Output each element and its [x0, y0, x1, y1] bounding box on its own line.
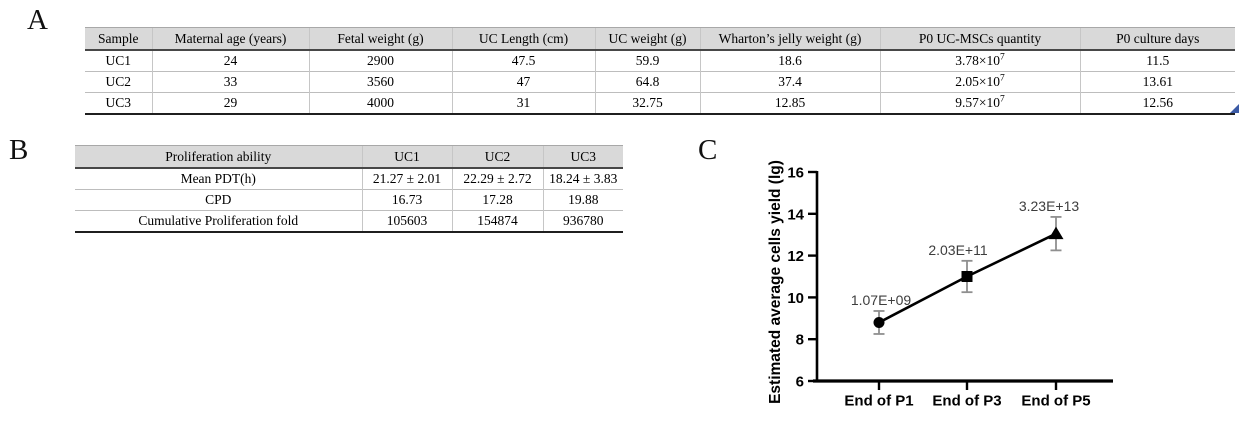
table-header-row: Sample Maternal age (years) Fetal weight…: [85, 27, 1235, 51]
table-cell: 9.57×107: [879, 92, 1080, 115]
table-cell: 12.85: [699, 92, 880, 115]
table-cell: UC2: [85, 71, 152, 93]
y-tick-label: 16: [787, 165, 804, 182]
table-cell: 4000: [308, 92, 452, 115]
x-category-label: End of P3: [932, 393, 1001, 410]
table-cell: CPD: [75, 189, 362, 211]
table-cell: UC3: [85, 92, 152, 115]
y-tick-label: 14: [787, 206, 804, 223]
table-cell: 154874: [451, 210, 543, 233]
table-cell: 13.61: [1079, 71, 1235, 93]
table-header-row: Proliferation ability UC1 UC2 UC3: [75, 145, 623, 169]
table-cell: Mean PDT(h): [180, 171, 256, 186]
column-header: Fetal weight (g): [308, 27, 452, 51]
point-value-label: 2.03E+11: [928, 242, 988, 258]
table-cell: 12.56: [1079, 92, 1235, 115]
table-cell: 47: [451, 71, 595, 93]
table-cell: 17.28: [451, 189, 543, 211]
table-cell: 22.29 ± 2.72: [451, 168, 543, 190]
column-header: UC1: [361, 145, 452, 169]
data-point-triangle: [1048, 226, 1064, 240]
table-resize-handle[interactable]: [1230, 104, 1239, 113]
uc-samples-table: Sample Maternal age (years) Fetal weight…: [85, 27, 1235, 115]
table-cell: 64.8: [594, 71, 700, 93]
data-point-square: [961, 271, 973, 282]
table-cell: 3.78×107: [879, 50, 1080, 72]
table-cell: 2900: [308, 50, 452, 72]
table-row: UC3 29 4000 31 32.75 12.85 9.57×107 12.5…: [85, 92, 1235, 115]
column-header: P0 culture days: [1079, 27, 1235, 51]
x-category-label: End of P5: [1021, 393, 1090, 410]
column-header: Maternal age (years): [151, 27, 309, 51]
table-cell: Cumulative Proliferation fold: [75, 210, 362, 233]
panel-b-label: B: [9, 134, 29, 166]
table-cell: 18.24 ± 3.83: [542, 168, 623, 190]
proliferation-table: Proliferation ability UC1 UC2 UC3 Mean P…: [75, 145, 623, 233]
table-cell: 105603: [361, 210, 452, 233]
table-cell: 18.6: [699, 50, 880, 72]
exponent: 7: [1000, 94, 1005, 105]
table-cell: 59.9: [594, 50, 700, 72]
table-cell: 32.75: [594, 92, 700, 115]
x-category-label: End of P1: [844, 393, 913, 410]
point-value-label: 3.23E+13: [1019, 198, 1080, 214]
table-cell: UC1: [105, 53, 131, 68]
column-header: UC Length (cm): [451, 27, 595, 51]
table-cell: 47.5: [451, 50, 595, 72]
column-header: Proliferation ability: [75, 145, 362, 169]
exponent: 7: [1000, 73, 1005, 84]
y-tick-label: 12: [787, 248, 804, 265]
exponent: 7: [1000, 52, 1005, 63]
panel-c-chart: 6 8 10 12 14 16 End of P1 End of P3 End of P5 Est…: [767, 160, 1113, 410]
table-cell: 29: [151, 92, 309, 115]
table-cell: 2.05×107: [879, 71, 1080, 93]
table-row: UC2 33 3560 47 64.8 37.4 2.05×107 13.61: [85, 71, 1235, 93]
column-header: UC weight (g): [594, 27, 700, 51]
panel-a-label: A: [27, 4, 48, 36]
table-cell: 3560: [308, 71, 452, 93]
table-cell: 31: [451, 92, 595, 115]
data-point-circle: [873, 316, 885, 328]
column-header: UC3: [542, 145, 623, 169]
y-tick-label: 10: [787, 290, 804, 307]
column-header: Sample: [85, 27, 152, 51]
y-tick-label: 8: [796, 332, 804, 349]
column-header: UC2: [451, 145, 543, 169]
table-row: Mean PDT(h) 21.27 ± 2.01 22.29 ± 2.72 18…: [75, 168, 623, 190]
table-cell: 936780: [542, 210, 623, 233]
table-cell: 37.4: [699, 71, 880, 93]
table-row: UC1 24 2900 47.5 59.9 18.6 3.78×107 11.5: [85, 50, 1235, 72]
table-row: Cumulative Proliferation fold 105603 154…: [75, 210, 623, 233]
table-cell: 33: [151, 71, 309, 93]
panel-c-label: C: [698, 134, 718, 166]
table-cell: 19.88: [542, 189, 623, 211]
y-tick-label: 6: [796, 374, 804, 391]
table-cell: 11.5: [1079, 50, 1235, 72]
table-row: CPD 16.73 17.28 19.88: [75, 189, 623, 211]
table-cell: 21.27 ± 2.01: [361, 168, 452, 190]
column-header: P0 UC-MSCs quantity: [879, 27, 1080, 51]
table-cell: 24: [151, 50, 309, 72]
point-value-label: 1.07E+09: [851, 292, 912, 308]
y-axis-title: Estimated average cells yield (lg): [767, 160, 784, 404]
column-header: Wharton’s jelly weight (g): [699, 27, 880, 51]
table-cell: 16.73: [361, 189, 452, 211]
